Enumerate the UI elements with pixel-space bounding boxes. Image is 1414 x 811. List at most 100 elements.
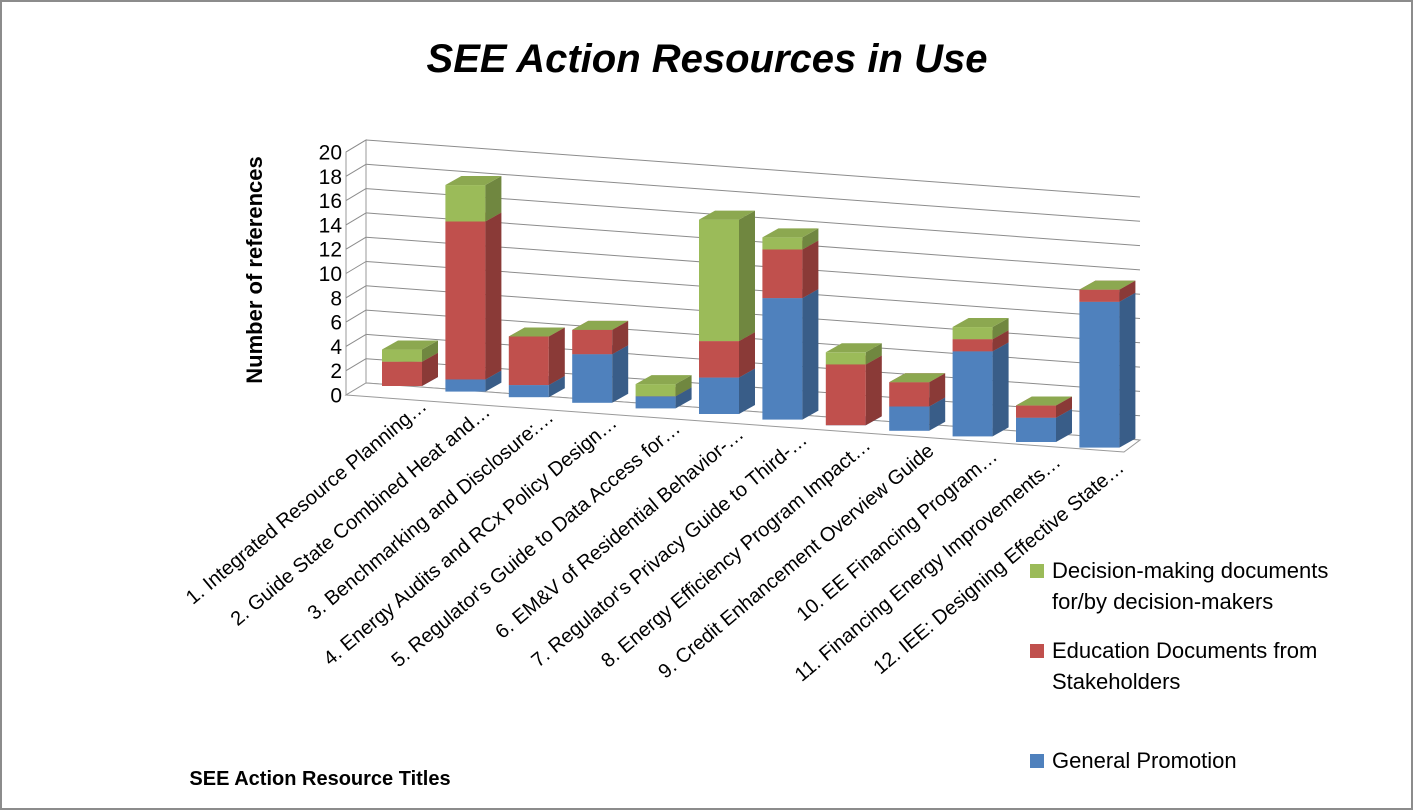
bar-side xyxy=(865,343,882,365)
bar-segment xyxy=(889,382,930,407)
bar-side xyxy=(929,373,946,407)
legend-swatch xyxy=(1030,644,1044,658)
bar-side xyxy=(548,327,565,386)
bar-top xyxy=(699,210,755,220)
grid-line xyxy=(345,163,367,177)
bar-side xyxy=(865,355,882,426)
legend-item: Education Documents from Stakeholders xyxy=(1030,635,1400,697)
bar-top xyxy=(1079,280,1136,290)
bar-segment xyxy=(445,221,486,380)
bar-top xyxy=(382,340,438,350)
bar-segment xyxy=(445,185,486,222)
legend-item: Decision-making documents for/by decisio… xyxy=(1030,555,1400,617)
bar-segment xyxy=(508,336,549,386)
bar-segment xyxy=(635,396,676,409)
y-tick-label: 18 xyxy=(319,166,342,189)
bar-side xyxy=(675,387,692,409)
bar-segment xyxy=(952,351,993,437)
legend-label: Education Documents from Stakeholders xyxy=(1052,638,1318,694)
y-tick-label: 14 xyxy=(319,214,343,237)
bar-side xyxy=(929,397,946,431)
bar-segment xyxy=(762,237,803,250)
x-axis-title: SEE Action Resource Titles xyxy=(189,768,450,790)
bar-side xyxy=(992,330,1009,352)
grid-line xyxy=(345,358,367,372)
bar-top xyxy=(762,228,819,238)
floor xyxy=(344,382,1142,453)
bar-side xyxy=(422,352,438,386)
bar-top xyxy=(825,343,882,353)
bar-segment xyxy=(572,354,613,403)
bar-segment xyxy=(825,352,866,365)
y-tick-label: 12 xyxy=(319,239,342,262)
bar-side xyxy=(612,320,629,355)
bar-segment xyxy=(952,327,993,340)
y-tick-label: 10 xyxy=(319,263,342,286)
bar-side xyxy=(739,332,755,378)
bar-top xyxy=(1016,396,1072,406)
bar-segment xyxy=(508,385,549,398)
bar-segment xyxy=(382,349,422,362)
bar-top xyxy=(445,176,502,186)
bar-side xyxy=(1119,280,1136,302)
bar-side xyxy=(992,342,1009,437)
y-axis-title: Number of references xyxy=(242,156,267,383)
grid-line xyxy=(345,309,367,323)
bar-segment xyxy=(572,329,613,355)
grid-line xyxy=(365,163,1141,222)
bar-side xyxy=(485,212,502,380)
chart-title: SEE Action Resources in Use xyxy=(427,37,988,81)
bar-side xyxy=(1056,396,1072,418)
bar-segment xyxy=(762,298,803,420)
bar-side xyxy=(1056,408,1072,442)
grid-line xyxy=(345,188,367,202)
bar-side xyxy=(1119,292,1136,448)
bar-segment xyxy=(1079,301,1120,448)
grid-line xyxy=(345,285,367,299)
y-tick-label: 20 xyxy=(319,142,342,165)
bar-side xyxy=(802,240,819,299)
bar-segment xyxy=(825,364,866,426)
bar-top xyxy=(952,318,1009,328)
bar-side xyxy=(992,318,1009,340)
bar-segment xyxy=(1016,405,1056,418)
bar-side xyxy=(802,228,819,250)
bar-segment xyxy=(1079,289,1120,302)
legend-swatch xyxy=(1030,754,1044,768)
bar-side xyxy=(802,289,819,420)
bar-segment xyxy=(699,341,739,378)
y-tick-label: 2 xyxy=(330,360,342,383)
y-tick-label: 8 xyxy=(330,287,342,310)
y-tick-label: 0 xyxy=(330,385,342,408)
legend-swatch xyxy=(1030,564,1044,578)
bar-top xyxy=(508,327,565,337)
bar-segment xyxy=(635,384,676,397)
bar-segment xyxy=(889,406,930,431)
y-tick-label: 4 xyxy=(330,336,342,359)
bar-segment xyxy=(382,361,422,386)
bar-side xyxy=(422,340,438,362)
bar-segment xyxy=(762,249,803,299)
legend-label: General Promotion xyxy=(1052,748,1237,773)
bar-side xyxy=(675,375,692,397)
grid-line xyxy=(345,261,367,274)
bar-segment xyxy=(445,379,486,392)
y-tick-label: 16 xyxy=(319,190,342,213)
bar-top xyxy=(635,375,692,385)
bar-side xyxy=(548,376,565,398)
bar-side xyxy=(485,370,502,392)
bar-segment xyxy=(699,219,739,342)
grid-line xyxy=(345,333,367,347)
legend-label: Decision-making documents for/by decisio… xyxy=(1052,558,1329,614)
grid-line xyxy=(345,236,367,250)
grid-line xyxy=(345,212,367,226)
bar-segment xyxy=(952,339,993,352)
bar-side xyxy=(485,176,502,222)
bar-segment xyxy=(699,377,739,414)
bar-top xyxy=(572,320,629,330)
grid-line xyxy=(365,139,1141,198)
bar-side xyxy=(612,345,629,403)
grid-line xyxy=(345,139,367,153)
